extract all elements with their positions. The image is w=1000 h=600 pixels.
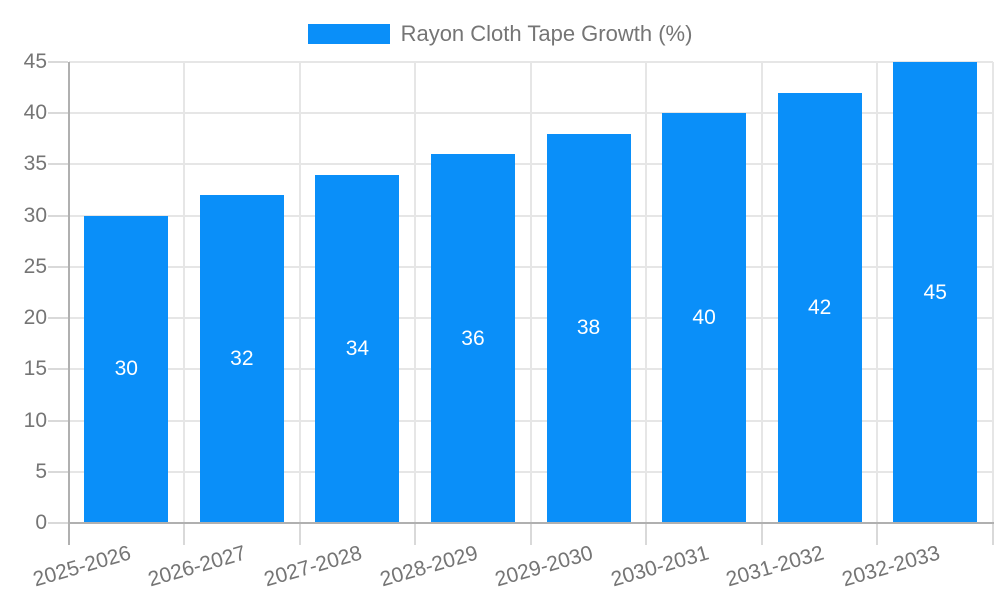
y-axis-tick [48,265,68,268]
bar-2027-2028[interactable]: 34 [315,174,400,523]
y-axis-label: 40 [23,101,47,125]
bar-2032-2033[interactable]: 45 [893,62,978,523]
bar-2031-2032[interactable]: 42 [777,92,862,523]
x-axis-label: 2030-2031 [608,541,712,592]
x-gridline [529,62,532,523]
x-gridline [645,62,648,523]
y-axis-line [67,62,70,523]
x-gridline [760,62,763,523]
bar-2028-2029[interactable]: 36 [430,154,515,523]
y-axis-tick [48,163,68,166]
bar-2025-2026[interactable]: 30 [84,215,169,523]
bar-value-label: 40 [692,306,716,330]
bar-value-label: 45 [923,280,947,304]
y-axis-tick [48,112,68,115]
y-axis-label: 20 [23,306,47,330]
y-axis-label: 0 [35,511,47,534]
x-axis-tick [414,523,417,545]
y-axis-tick [48,419,68,422]
bar-value-label: 36 [461,326,485,350]
y-axis-tick [48,214,68,217]
x-axis-label: 2026-2027 [145,541,249,592]
y-axis-tick [48,61,68,63]
x-axis-label: 2028-2029 [377,541,481,592]
x-axis-tick [67,523,70,545]
y-axis-label: 45 [23,50,47,73]
bar-value-label: 34 [345,336,370,360]
bar-2029-2030[interactable]: 38 [546,133,631,523]
y-axis-label: 35 [23,152,47,176]
x-axis-label: 2029-2030 [492,541,596,592]
x-axis-tick [645,523,648,545]
legend-item[interactable]: Rayon Cloth Tape Growth (%) [0,21,1000,47]
x-axis-tick [183,523,186,545]
x-gridline [876,62,879,523]
x-axis-label: 2027-2028 [261,541,365,592]
x-gridline [414,62,417,523]
x-axis-tick [760,523,763,545]
y-axis-label: 15 [23,357,47,381]
y-axis-label: 25 [23,254,47,278]
bar-value-label: 32 [230,347,254,371]
x-axis-tick [992,523,994,545]
bar-value-label: 38 [576,316,601,340]
legend-label: Rayon Cloth Tape Growth (%) [400,21,693,46]
x-axis-tick [298,523,301,545]
x-gridline [298,62,301,523]
x-axis-label: 2031-2032 [723,541,827,592]
y-axis-tick [48,368,68,371]
x-axis-tick [876,523,879,545]
x-axis-tick [529,523,532,545]
bar-2026-2027[interactable]: 32 [199,195,284,523]
x-gridline [992,62,994,523]
y-axis-tick [48,522,68,524]
bar-2030-2031[interactable]: 40 [662,113,747,523]
x-gridline [183,62,186,523]
x-axis-label: 2032-2033 [839,541,943,592]
y-axis-label: 5 [35,459,47,483]
y-axis-tick [48,317,68,320]
y-axis-tick [48,470,68,473]
bar-value-label: 30 [114,357,138,381]
x-axis-label: 2025-2026 [30,541,134,592]
legend-color-swatch [307,24,390,44]
y-axis-label: 10 [23,408,47,432]
bar-value-label: 42 [807,295,832,319]
x-axis-line [67,522,994,524]
y-axis-label: 30 [23,203,47,227]
